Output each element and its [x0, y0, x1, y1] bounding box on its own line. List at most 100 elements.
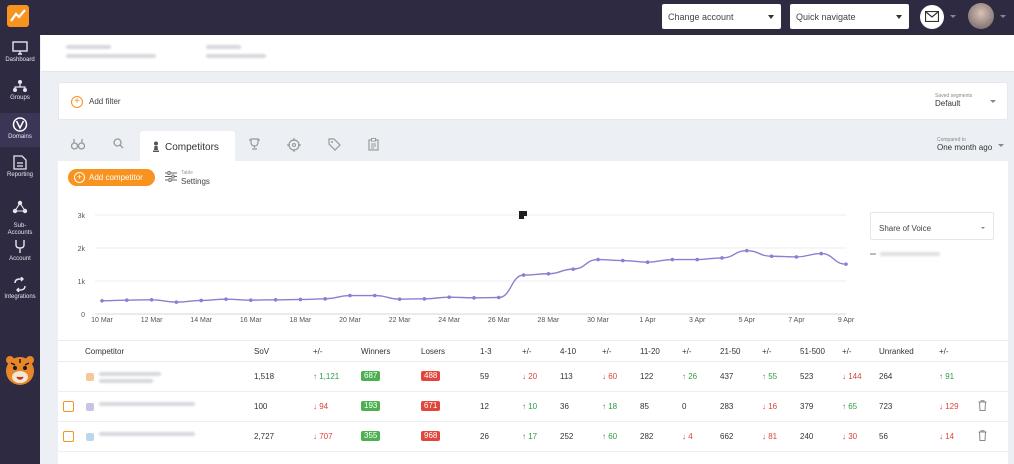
col-sov-change[interactable]: +/-: [313, 347, 323, 356]
account-icon: [15, 240, 25, 253]
domain-name-blurred: [66, 45, 111, 49]
x-tick-label: 5 Apr: [739, 317, 756, 324]
add-filter-icon[interactable]: +: [71, 96, 83, 108]
change-number: 60: [608, 372, 618, 381]
competitor-favicon: [86, 403, 94, 411]
col-rank-4-10-change[interactable]: +/-: [602, 347, 612, 356]
col-sov[interactable]: SoV: [254, 347, 270, 356]
col-winners[interactable]: Winners: [361, 347, 391, 356]
col-rank-11-20[interactable]: 11-20: [640, 347, 660, 356]
arrow-down-icon: ↓: [313, 432, 320, 441]
x-tick-label: 16 Mar: [240, 317, 262, 324]
crosshair-icon[interactable]: [287, 138, 301, 152]
saved-segments-select[interactable]: Default: [935, 99, 961, 108]
col-rank-21-50[interactable]: 21-50: [720, 347, 741, 356]
share-of-voice-chart: 0 1k 2k 3k 10 Mar 12 Mar 14 Mar 16 Mar 18 Mar 20 …: [78, 213, 855, 324]
sidebar-item-groups[interactable]: Groups: [0, 79, 40, 111]
tiger-mascot-icon[interactable]: [3, 353, 37, 387]
domain-meta-blurred: [206, 45, 241, 49]
col-rank-4-10[interactable]: 4-10: [560, 347, 577, 356]
col-unranked[interactable]: Unranked: [879, 347, 914, 356]
cell-value: 113: [560, 372, 573, 381]
sidebar-item-domains[interactable]: Domains: [0, 113, 40, 147]
col-rank-51-500-change[interactable]: +/-: [842, 347, 852, 356]
x-tick-label: 1 Apr: [639, 317, 656, 324]
competitor-name-blurred[interactable]: [99, 372, 161, 376]
chevron-down-icon[interactable]: [1000, 15, 1006, 18]
app-logo[interactable]: [7, 5, 29, 27]
arrow-down-icon: ↓: [939, 432, 946, 441]
avatar[interactable]: [968, 3, 994, 29]
data-point: [224, 297, 228, 301]
trophy-icon[interactable]: [248, 138, 261, 150]
change-value: ↑ 17: [522, 432, 537, 441]
cell-value: 12: [480, 402, 489, 411]
change-number: 55: [768, 372, 778, 381]
change-number: 65: [848, 402, 858, 411]
cell-value: 264: [879, 372, 893, 381]
col-competitor[interactable]: Competitor: [85, 347, 125, 356]
add-filter-button[interactable]: Add filter: [89, 97, 121, 106]
sidebar-item-sub-accounts[interactable]: Sub- Accounts: [0, 193, 40, 236]
data-point: [769, 254, 774, 259]
table-row[interactable]: [58, 422, 1008, 452]
tab-competitors[interactable]: Competitors: [140, 131, 235, 161]
sliders-icon[interactable]: [165, 171, 177, 182]
col-losers[interactable]: Losers: [421, 347, 446, 356]
col-rank-21-50-change[interactable]: +/-: [762, 347, 772, 356]
data-point: [720, 256, 724, 260]
clipboard-icon[interactable]: [368, 138, 379, 151]
search-icon[interactable]: [113, 138, 124, 149]
trash-icon[interactable]: [978, 430, 987, 441]
sidebar-item-dashboard[interactable]: Dashboard: [0, 41, 40, 73]
change-value: ↓ 14: [939, 432, 954, 441]
chevron-down-icon[interactable]: [990, 100, 996, 103]
chess-pawn-icon: [153, 141, 159, 152]
competitor-name-blurred[interactable]: [99, 402, 195, 406]
table-settings-button[interactable]: Settings: [181, 177, 210, 186]
table-header: [58, 340, 1008, 362]
row-checkbox[interactable]: [63, 401, 74, 412]
col-rank-11-20-change[interactable]: +/-: [682, 347, 692, 356]
monitor-icon: [12, 41, 28, 55]
arrow-down-icon: ↓: [313, 402, 320, 411]
sidebar-item-reporting[interactable]: Reporting: [0, 155, 40, 187]
col-rank-1-3-change[interactable]: +/-: [522, 347, 532, 356]
cell-value: 252: [560, 432, 574, 441]
cell-value: 59: [480, 372, 489, 381]
col-rank-51-500[interactable]: 51-500: [800, 347, 825, 356]
chevron-down-icon[interactable]: [950, 15, 956, 18]
data-point: [621, 258, 625, 263]
competitor-favicon: [86, 373, 94, 381]
sidebar-item-integrations[interactable]: Integrations: [0, 277, 40, 309]
binoculars-icon[interactable]: [71, 138, 85, 150]
mail-icon[interactable]: [920, 5, 944, 29]
data-point: [100, 299, 104, 303]
col-rank-1-3[interactable]: 1-3: [480, 347, 492, 356]
table-row[interactable]: [58, 392, 1008, 422]
change-number: 129: [945, 402, 959, 411]
row-checkbox[interactable]: [63, 431, 74, 442]
cell-value: 662: [720, 432, 734, 441]
cell-value: 2,727: [254, 432, 275, 441]
col-unranked-change[interactable]: +/-: [939, 347, 949, 356]
note-icon[interactable]: [518, 210, 528, 220]
arrow-down-icon: ↓: [762, 432, 769, 441]
chevron-down-icon[interactable]: [998, 144, 1004, 147]
data-point: [819, 251, 823, 256]
sidebar-item-label: Reporting: [6, 172, 33, 178]
tag-icon[interactable]: [328, 138, 341, 151]
arrow-up-icon: ↑: [762, 372, 769, 381]
trash-icon[interactable]: [978, 400, 987, 411]
data-point: [497, 295, 501, 300]
change-account-select[interactable]: Change account: [662, 4, 781, 29]
sov-metric-select[interactable]: Share of Voice: [870, 212, 994, 240]
sidebar-item-account[interactable]: Account: [0, 239, 40, 271]
change-number: 1,121: [319, 372, 340, 381]
change-value: ↑ 55: [762, 372, 777, 381]
competitor-name-blurred[interactable]: [99, 432, 195, 436]
compared-to-select[interactable]: One month ago: [937, 143, 993, 152]
add-competitor-button[interactable]: + Add competitor: [68, 169, 155, 186]
quick-navigate-select[interactable]: Quick navigate: [790, 4, 909, 29]
table-row[interactable]: [58, 362, 1008, 392]
